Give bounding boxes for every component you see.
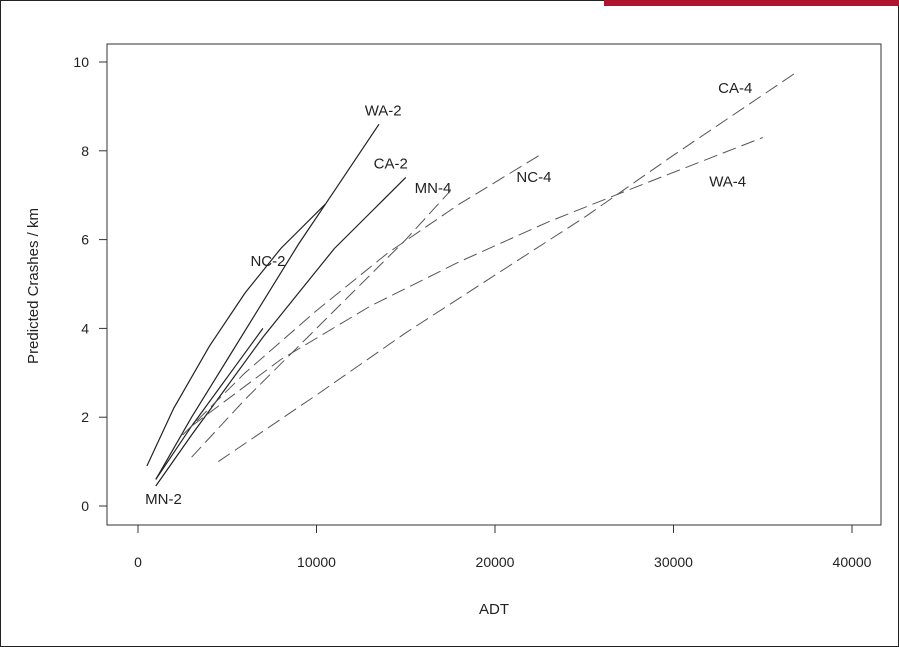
x-tick-label: 40000	[833, 554, 872, 570]
y-tick-label: 6	[81, 232, 89, 248]
series-line-nc-2	[146, 203, 326, 467]
y-axis: 0 2 4 6 8 10	[73, 54, 107, 514]
series-line-ca-2	[155, 176, 407, 487]
series-label-mn-2: MN-2	[145, 491, 182, 508]
x-axis: 0 10000 20000 30000 40000	[134, 525, 872, 570]
x-tick-label: 0	[134, 554, 142, 570]
y-tick-label: 8	[81, 143, 89, 159]
series-line-wa-4	[191, 137, 763, 427]
series-label-wa-2: WA-2	[365, 102, 402, 119]
series-line-wa-2	[155, 123, 380, 480]
series-label-nc-4: NC-4	[516, 169, 551, 186]
series-line-nc-4	[182, 154, 540, 436]
y-axis-label: Predicted Crashes / km	[25, 208, 42, 364]
series-label-ca-4: CA-4	[718, 80, 752, 97]
x-tick-label: 20000	[476, 554, 515, 570]
x-tick-label: 30000	[654, 554, 693, 570]
series-line-ca-4	[218, 70, 799, 463]
series-label-ca-2: CA-2	[374, 156, 408, 173]
plot-area-border	[106, 43, 882, 526]
series-lines	[146, 70, 799, 487]
series-label-wa-4: WA-4	[709, 173, 746, 190]
x-axis-label: ADT	[479, 601, 509, 618]
y-tick-label: 4	[81, 320, 89, 336]
series-labels: WA-2 NC-2 CA-2 MN-2 MN-4 NC-4 CA-4 WA-4	[145, 80, 752, 508]
series-line-mn-4	[191, 190, 451, 458]
y-tick-label: 10	[73, 54, 89, 70]
series-label-nc-2: NC-2	[250, 253, 285, 270]
series-line-mn-2	[155, 328, 264, 480]
y-tick-label: 2	[81, 409, 89, 425]
series-label-mn-4: MN-4	[415, 180, 452, 197]
red-accent-bar	[604, 0, 899, 6]
x-tick-label: 10000	[297, 554, 336, 570]
y-tick-label: 0	[81, 498, 89, 514]
